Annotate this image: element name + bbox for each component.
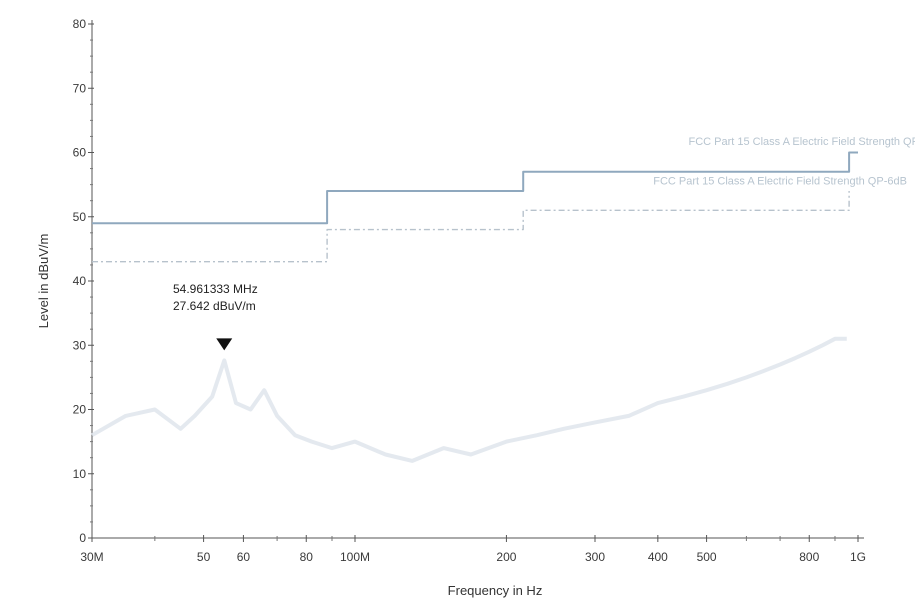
x-tick-label: 100M: [340, 550, 370, 564]
y-tick-label: 60: [73, 146, 87, 160]
x-tick-label: 800: [799, 550, 819, 564]
y-tick-label: 40: [73, 274, 87, 288]
x-tick-label: 60: [237, 550, 251, 564]
y-axis-title: Level in dBuV/m: [36, 234, 51, 329]
x-axis-title: Frequency in Hz: [448, 583, 543, 598]
limit-label: FCC Part 15 Class A Electric Field Stren…: [653, 176, 907, 188]
y-tick-label: 10: [73, 467, 87, 481]
y-tick-label: 0: [79, 531, 86, 545]
x-tick-label: 30M: [80, 550, 103, 564]
y-tick-label: 50: [73, 210, 87, 224]
limit-line-qp: [92, 151, 858, 225]
x-tick-label: 400: [648, 550, 668, 564]
y-tick-label: 80: [73, 17, 87, 31]
x-tick-label: 1G: [850, 550, 866, 564]
marker-level: 27.642 dBuV/m: [173, 299, 256, 313]
marker-triangle-icon: [216, 338, 233, 351]
limit-line-qp-6db: [92, 191, 850, 263]
limit-label: FCC Part 15 Class A Electric Field Stren…: [688, 136, 915, 148]
y-tick-label: 20: [73, 403, 87, 417]
y-tick-label: 30: [73, 338, 87, 352]
x-tick-label: 300: [585, 550, 605, 564]
marker-frequency: 54.961333 MHz: [173, 282, 258, 296]
x-tick-label: 200: [496, 550, 516, 564]
x-tick-label: 80: [300, 550, 314, 564]
x-tick-label: 50: [197, 550, 211, 564]
y-tick-label: 70: [73, 81, 87, 95]
measured-trace: [91, 336, 847, 463]
x-tick-label: 500: [697, 550, 717, 564]
